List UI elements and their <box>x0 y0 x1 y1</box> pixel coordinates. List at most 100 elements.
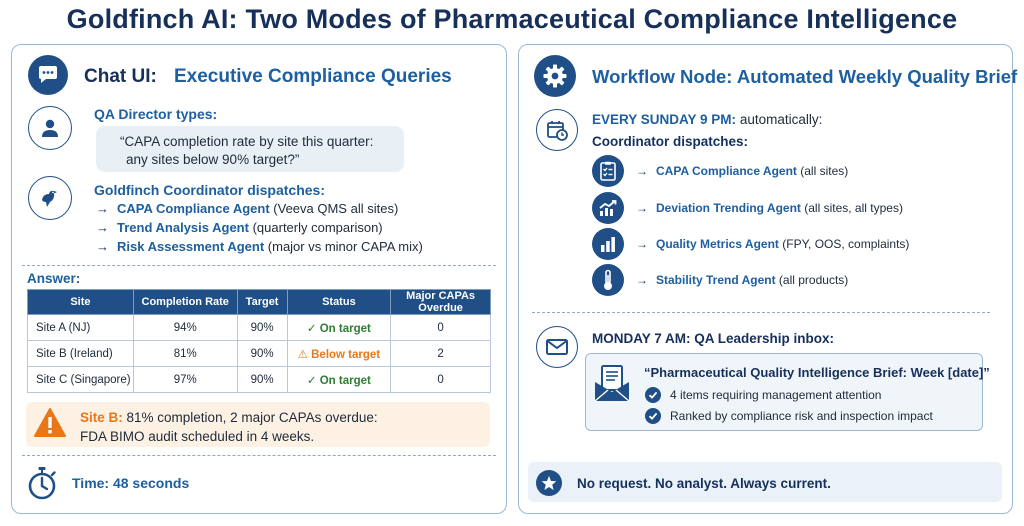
rate-cell: 81% <box>132 340 238 367</box>
chat-header-prefix: Chat UI: <box>84 66 157 87</box>
column-header: Site <box>27 289 134 315</box>
warning-icon: ⚠ <box>297 348 308 361</box>
checklist-icon <box>592 155 624 187</box>
divider <box>22 455 496 456</box>
gear-icon <box>534 55 576 97</box>
bar-chart-icon <box>592 228 624 260</box>
target-cell: 90% <box>236 314 288 341</box>
divider <box>22 265 496 266</box>
overdue-cell: 0 <box>390 366 491 393</box>
goldfinch-bird-icon <box>28 176 72 220</box>
query-text: “CAPA completion rate by site this quart… <box>120 133 373 169</box>
chat-agent-item: → Risk Assessment Agent (major vs minor C… <box>96 239 423 254</box>
check-circle-icon <box>645 408 661 424</box>
overdue-cell: 0 <box>390 314 491 341</box>
thermometer-icon <box>592 264 624 296</box>
alert-bold: Site B: <box>80 410 123 425</box>
column-header: Target <box>236 289 288 315</box>
rate-cell: 94% <box>132 314 238 341</box>
column-header: Status <box>286 289 392 315</box>
site-cell: Site B (Ireland) <box>27 340 134 367</box>
inbox-label: MONDAY 7 AM: QA Leadership inbox: <box>592 331 835 346</box>
query-bubble <box>96 126 404 172</box>
workflow-agent-item: → CAPA Compliance Agent (all sites) <box>636 164 848 178</box>
query-line-1: “CAPA completion rate by site this quart… <box>120 134 374 149</box>
workflow-agent-item: → Stability Trend Agent (all products) <box>636 273 848 287</box>
alert-text: Site B: 81% completion, 2 major CAPAs ov… <box>80 408 378 446</box>
status-cell: ⚠ Below target <box>286 340 392 367</box>
agent-detail: (quarterly comparison) <box>252 220 383 235</box>
arrow-icon: → <box>636 273 648 287</box>
table-row: Site C (Singapore) 97% 90% ✓ On target 0 <box>27 366 491 393</box>
agent-name: Trend Analysis Agent <box>117 220 249 235</box>
column-header: Major CAPAs Overdue <box>390 289 491 315</box>
coordinator-label-right: Coordinator dispatches: <box>592 134 749 149</box>
schedule-bold: EVERY SUNDAY 9 PM: <box>592 112 737 127</box>
agent-name: Quality Metrics Agent <box>656 237 779 251</box>
chat-header-title: Executive Compliance Queries <box>174 66 452 87</box>
alert-box <box>26 402 490 447</box>
query-line-2: any sites below 90% target?” <box>126 152 300 167</box>
check-icon: ✓ <box>306 374 317 387</box>
divider <box>532 312 990 313</box>
table-row: Site A (NJ) 94% 90% ✓ On target 0 <box>27 314 491 341</box>
arrow-icon: → <box>96 239 109 254</box>
status-text: Below target <box>311 348 381 361</box>
calendar-clock-icon <box>536 109 578 151</box>
arrow-icon: → <box>96 220 109 235</box>
agent-detail: (all sites) <box>800 164 849 178</box>
check-icon: ✓ <box>306 322 317 335</box>
brief-title: “Pharmaceutical Quality Intelligence Bri… <box>644 365 990 380</box>
user-avatar-icon <box>28 106 72 150</box>
table-header-row: Site Completion Rate Target Status Major… <box>27 289 491 315</box>
brief-item: Ranked by compliance risk and inspection… <box>670 409 933 423</box>
table-row: Site B (Ireland) 81% 90% ⚠ Below target 2 <box>27 340 491 367</box>
agent-name: Stability Trend Agent <box>656 273 776 287</box>
coordinator-label: Goldfinch Coordinator dispatches: <box>94 182 326 198</box>
agent-name: CAPA Compliance Agent <box>656 164 797 178</box>
stopwatch-icon <box>26 466 58 505</box>
schedule-line: EVERY SUNDAY 9 PM: automatically: <box>592 112 822 127</box>
target-cell: 90% <box>236 366 288 393</box>
chat-bubble-icon <box>28 55 68 95</box>
envelope-document-icon <box>593 364 631 409</box>
schedule-rest: automatically: <box>736 112 823 127</box>
footer-band <box>528 462 1002 502</box>
trend-chart-icon <box>592 192 624 224</box>
agent-detail: (Veeva QMS all sites) <box>273 201 399 216</box>
arrow-icon: → <box>636 164 648 178</box>
alert-line-2: FDA BIMO audit scheduled in 4 weeks. <box>80 429 315 444</box>
status-cell: ✓ On target <box>286 314 392 341</box>
compliance-table: Site Completion Rate Target Status Major… <box>27 289 491 393</box>
rate-cell: 97% <box>132 366 238 393</box>
time-label: Time: 48 seconds <box>72 475 190 491</box>
agent-detail: (all products) <box>778 273 849 287</box>
mail-icon <box>536 326 578 368</box>
agent-detail: (major vs minor CAPA mix) <box>267 239 423 254</box>
status-text: On target <box>319 322 371 335</box>
arrow-icon: → <box>96 201 109 216</box>
check-circle-icon <box>645 387 661 403</box>
agent-name: Risk Assessment Agent <box>117 239 265 254</box>
overdue-cell: 2 <box>390 340 491 367</box>
chat-agent-item: → CAPA Compliance Agent (Veeva QMS all si… <box>96 201 398 216</box>
alert-line-1: Site B: 81% completion, 2 major CAPAs ov… <box>80 408 378 427</box>
star-icon <box>536 470 562 496</box>
chat-agent-item: → Trend Analysis Agent (quarterly compari… <box>96 220 383 235</box>
site-cell: Site A (NJ) <box>27 314 134 341</box>
brief-item: 4 items requiring management attention <box>670 388 882 402</box>
workflow-agent-item: → Deviation Trending Agent (all sites, al… <box>636 201 903 215</box>
page-title: Goldfinch AI: Two Modes of Pharmaceutica… <box>66 4 958 34</box>
warning-triangle-icon <box>33 407 67 444</box>
workflow-agent-item: → Quality Metrics Agent (FPY, OOS, compla… <box>636 237 909 251</box>
answer-label: Answer: <box>27 271 81 286</box>
site-cell: Site C (Singapore) <box>27 366 134 393</box>
alert-detail: 81% completion, 2 major CAPAs overdue: <box>122 410 378 425</box>
agent-detail: (FPY, OOS, complaints) <box>782 237 910 251</box>
status-cell: ✓ On target <box>286 366 392 393</box>
director-label: QA Director types: <box>94 106 218 122</box>
agent-name: CAPA Compliance Agent <box>117 201 270 216</box>
target-cell: 90% <box>236 340 288 367</box>
column-header: Completion Rate <box>132 289 238 315</box>
workflow-header: Workflow Node: Automated Weekly Quality … <box>592 66 1018 87</box>
